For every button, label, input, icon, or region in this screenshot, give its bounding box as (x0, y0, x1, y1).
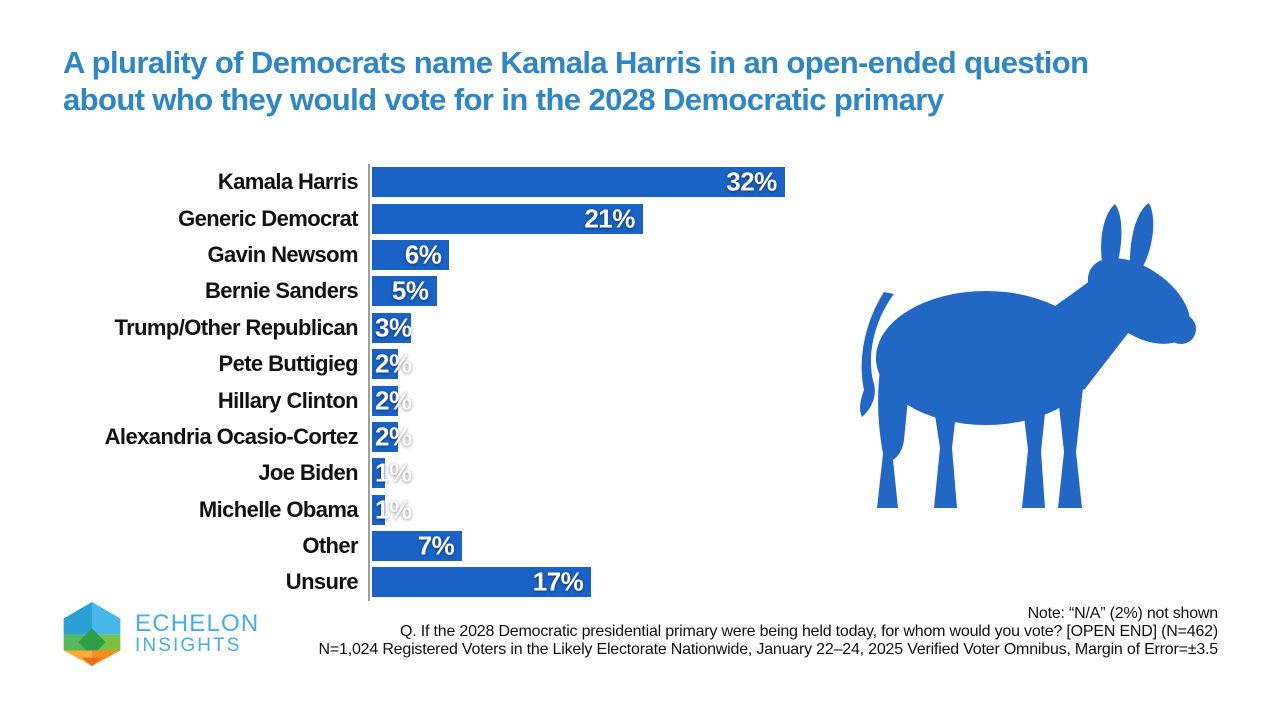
chart-row: Michelle Obama 1% (62, 491, 898, 528)
bar-rows: Kamala Harris 32% Generic Democrat 21% Gavin… (62, 164, 898, 601)
category-label: Bernie Sanders (204, 278, 359, 304)
bar-track: 2% (368, 418, 898, 456)
title-line-1: A plurality of Democrats name Kamala Har… (63, 45, 1089, 80)
bar: 2% (372, 385, 412, 416)
chart-row: Joe Biden 1% (62, 455, 898, 492)
bar-track: 2% (368, 382, 898, 419)
bar: 17% (372, 566, 592, 598)
bar-value-label: 2% (375, 348, 412, 379)
bar-track: 6% (368, 236, 898, 274)
category-label: Joe Biden (258, 460, 358, 486)
footnote-na: Note: “N/A” (2%) not shown (1027, 605, 1219, 622)
bar-value-label: 1% (375, 494, 412, 525)
bar-value-label: 21% (584, 203, 635, 234)
bar-chart: Kamala Harris 32% Generic Democrat 21% Gavin… (62, 164, 898, 601)
logo-line-insights: INSIGHTS (135, 635, 242, 656)
footnote-question: Q. If the 2028 Democratic presidential p… (400, 623, 1218, 640)
chart-row: Alexandria Ocasio-Cortez 2% (62, 418, 898, 456)
bar-value-label: 1% (375, 457, 412, 488)
category-label: Other (302, 533, 358, 559)
category-label: Hillary Clinton (217, 387, 359, 413)
footnote-sample: N=1,024 Registered Voters in the Likely … (318, 641, 1219, 658)
chart-row: Other 7% (62, 527, 898, 565)
chart-row: Generic Democrat 21% (62, 200, 898, 237)
category-label: Generic Democrat (178, 205, 359, 231)
chart-row: Kamala Harris 32% (62, 164, 898, 201)
bar-track: 17% (368, 564, 898, 601)
bar-track: 1% (368, 455, 898, 492)
bar: 1% (372, 494, 412, 525)
logo-line-echelon: ECHELON (135, 610, 260, 637)
bar-value-label: 2% (375, 385, 412, 416)
category-label: Unsure (285, 569, 359, 595)
category-label: Trump/Other Republican (114, 314, 359, 340)
bar: 1% (372, 458, 412, 489)
bar: 3% (372, 312, 412, 343)
chart-row: Trump/Other Republican 3% (62, 309, 898, 346)
bar-track: 21% (368, 200, 898, 237)
bar-value-label: 6% (404, 239, 442, 270)
category-label: Alexandria Ocasio-Cortez (104, 423, 359, 449)
echelon-insights-logo: ECHELON INSIGHTS (60, 600, 259, 668)
chart-row: Bernie Sanders 5% (62, 273, 898, 310)
bar: 2% (372, 349, 412, 380)
bar: 2% (372, 421, 412, 452)
category-label: Gavin Newsom (207, 241, 358, 267)
bar: 32% (372, 166, 785, 198)
chart-row: Hillary Clinton 2% (62, 382, 898, 419)
bar-track: 2% (368, 345, 898, 383)
bar: 7% (372, 530, 463, 562)
bar: 6% (372, 239, 450, 270)
democrat-donkey-icon (860, 203, 1196, 508)
bar: 5% (372, 275, 437, 307)
chart-row: Unsure 17% (62, 564, 898, 601)
title-line-2: about who they would vote for in the 202… (63, 82, 944, 117)
bar-track: 5% (368, 273, 898, 310)
bar-value-label: 7% (417, 530, 455, 561)
bar-track: 3% (368, 309, 898, 346)
category-label: Michelle Obama (198, 496, 359, 522)
chart-row: Gavin Newsom 6% (62, 236, 898, 274)
echelon-hexagon-logo-icon (63, 602, 121, 666)
bar: 21% (372, 203, 643, 234)
logo-text: ECHELON INSIGHTS (135, 612, 259, 656)
bar-value-label: 32% (726, 166, 777, 197)
bar-value-label: 2% (375, 421, 412, 452)
category-label: Pete Buttigieg (218, 351, 359, 377)
bar-track: 32% (368, 164, 898, 201)
bar-value-label: 5% (391, 275, 429, 306)
bar-track: 7% (368, 527, 898, 565)
bar-value-label: 17% (532, 566, 584, 597)
footnotes: Note: “N/A” (2%) not shown Q. If the 202… (318, 605, 1219, 659)
category-label: Kamala Harris (217, 169, 359, 195)
page-title: A plurality of Democrats name Kamala Har… (63, 44, 1213, 118)
bar-track: 1% (368, 491, 898, 528)
bar-value-label: 3% (375, 312, 412, 343)
chart-row: Pete Buttigieg 2% (62, 345, 898, 383)
